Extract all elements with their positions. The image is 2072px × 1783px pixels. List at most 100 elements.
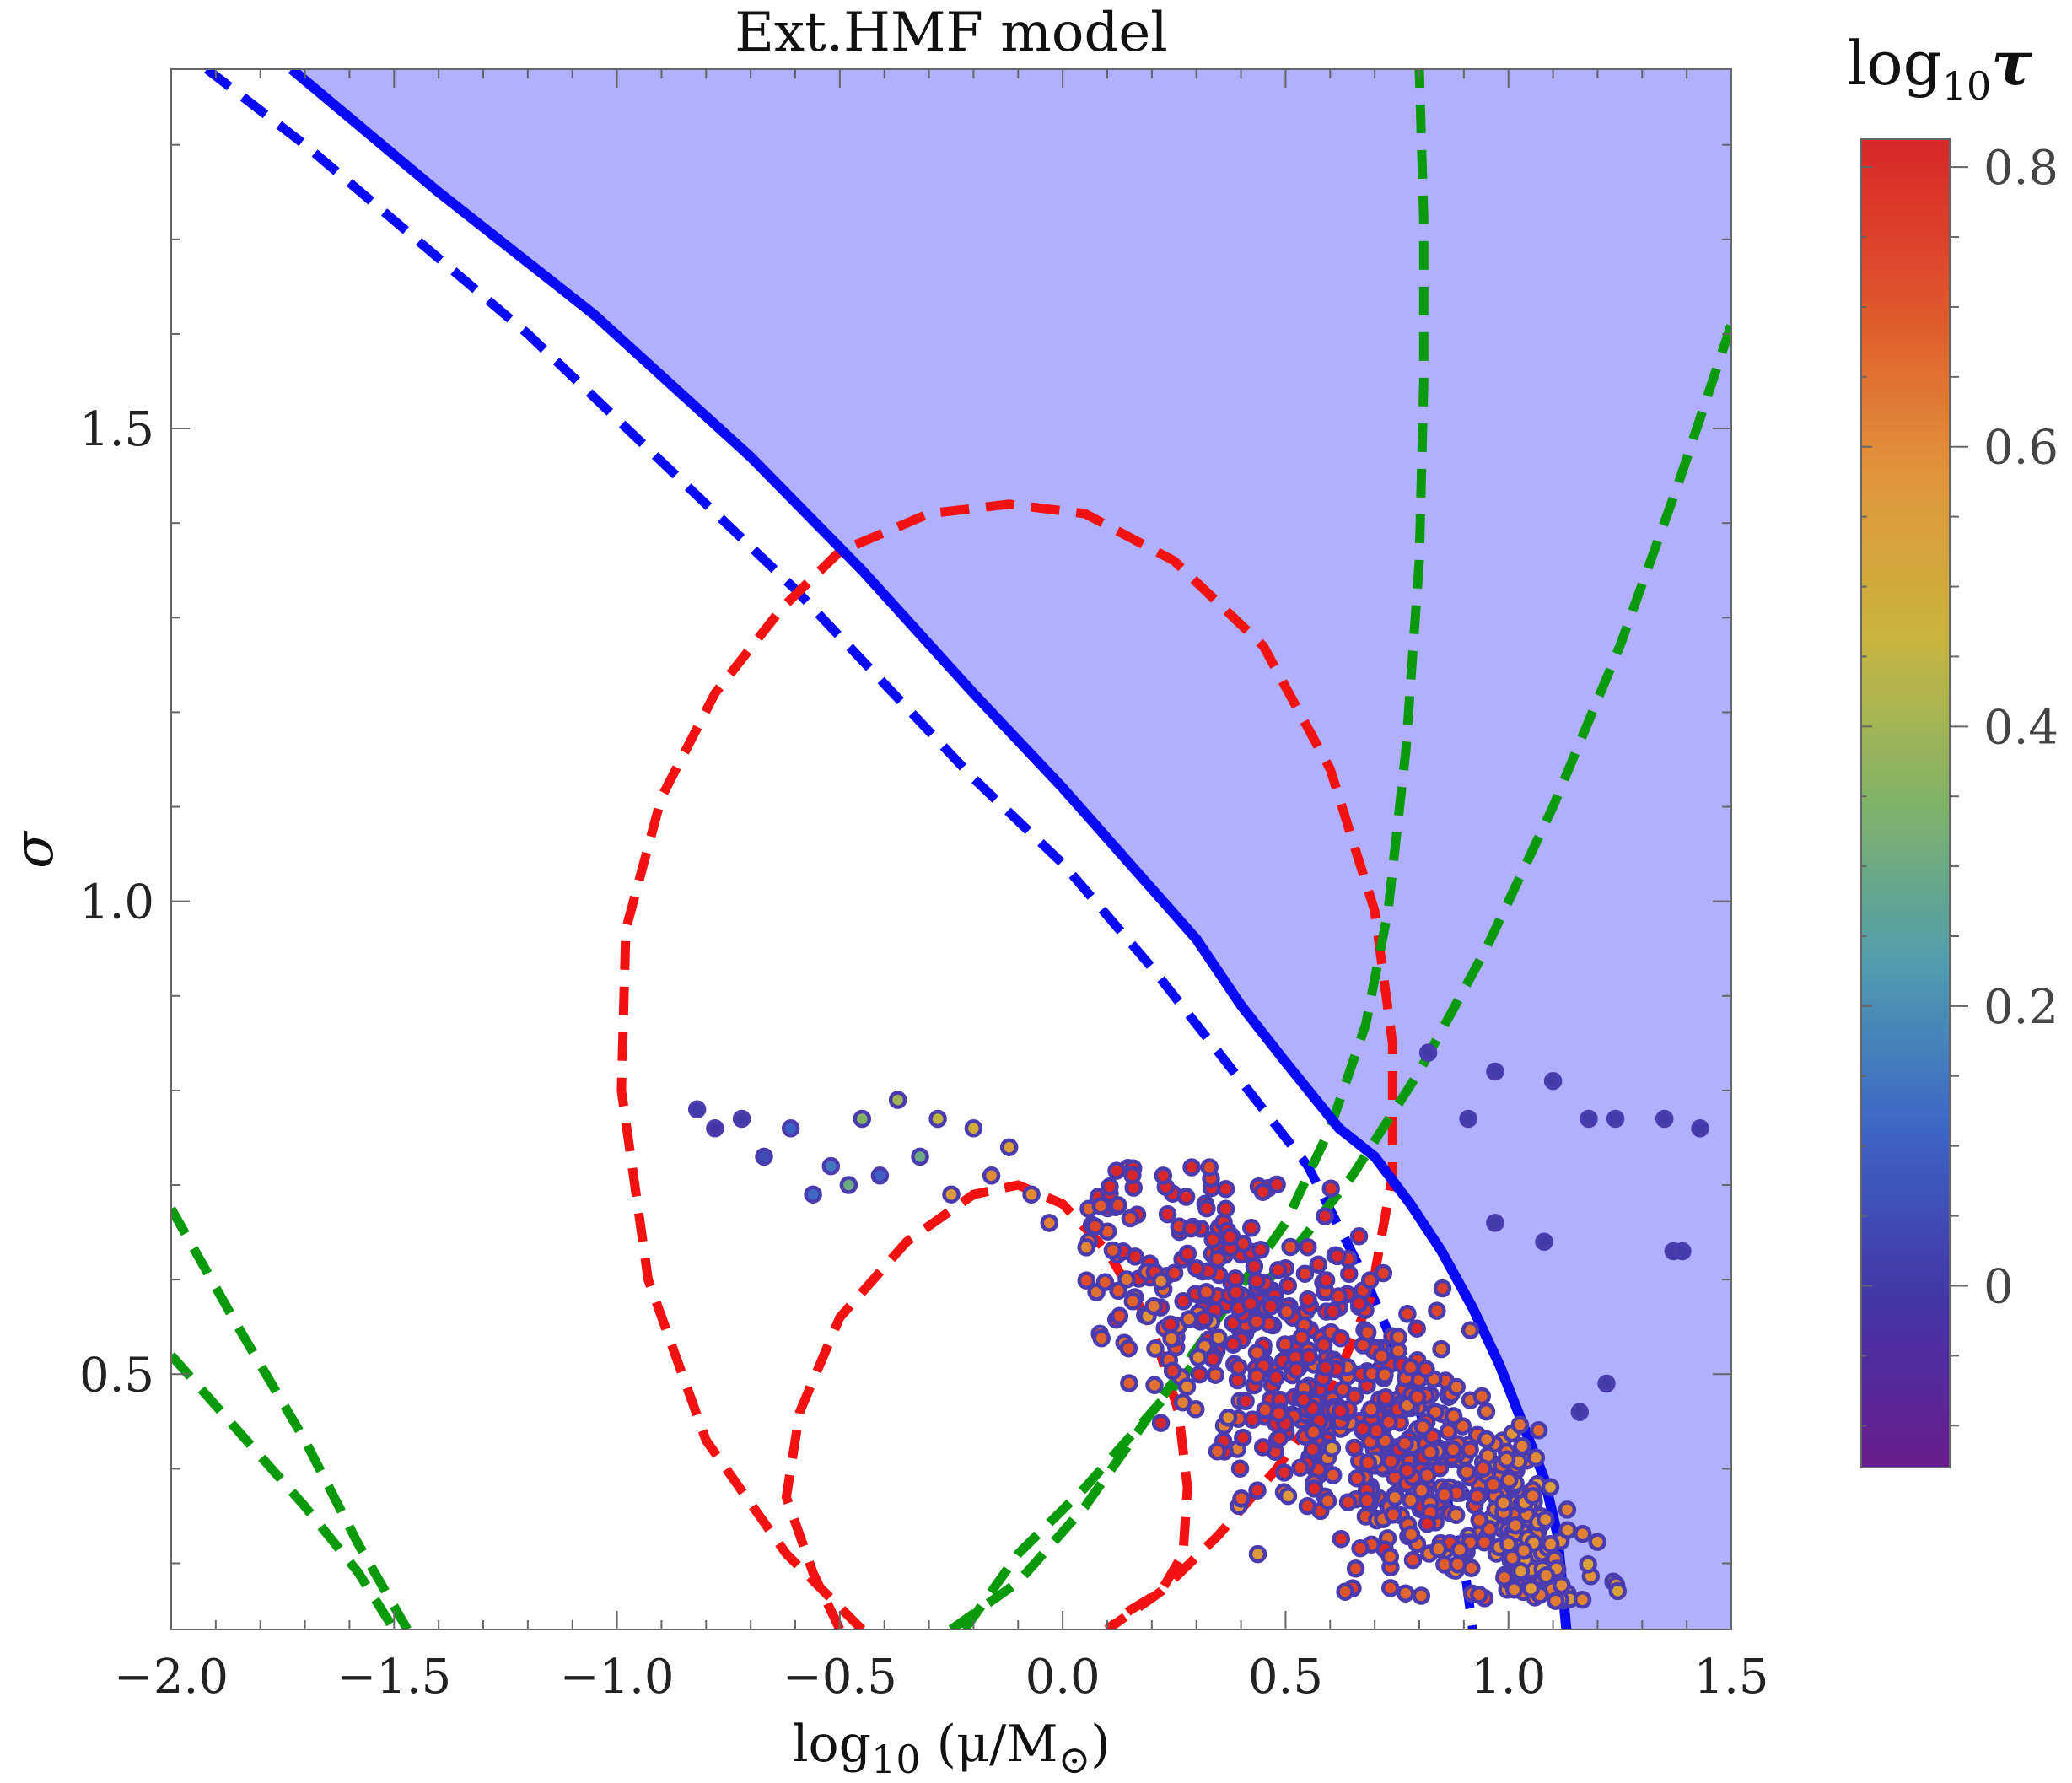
scatter-point <box>1570 1403 1590 1421</box>
scatter-point <box>1278 1276 1298 1295</box>
scatter-point <box>1340 1264 1359 1284</box>
y-tick-label: 0.5 <box>79 1348 154 1403</box>
scatter-point <box>1486 1062 1504 1081</box>
scatter-point <box>1418 1514 1437 1533</box>
scatter-point <box>1247 1272 1266 1290</box>
scatter-point <box>1421 1443 1440 1462</box>
colorbar-title: log10τ <box>1847 27 2032 109</box>
scatter-point <box>1477 1402 1496 1421</box>
scatter-point <box>982 1166 1001 1185</box>
scatter-point <box>1446 1506 1466 1524</box>
scatter-point <box>1579 1554 1597 1574</box>
scatter-point <box>1208 1249 1227 1269</box>
colorbar <box>1860 138 1951 1468</box>
y-tick-label: 1.0 <box>79 875 154 930</box>
scatter-point <box>1381 1579 1400 1597</box>
scatter-point <box>804 1185 822 1204</box>
scatter-point <box>1597 1374 1616 1393</box>
scatter-point <box>1358 1491 1376 1510</box>
colorbar-tick-label: 0.8 <box>1983 141 2059 196</box>
scatter-point <box>1553 1576 1571 1595</box>
scatter-point <box>1467 1487 1487 1506</box>
scatter-point <box>1085 1217 1105 1236</box>
scatter-point <box>1349 1227 1369 1246</box>
scatter-point <box>1396 1434 1414 1453</box>
scatter-point <box>1444 1407 1463 1425</box>
scatter-point <box>1216 1179 1235 1199</box>
scatter-point <box>1109 1281 1127 1301</box>
scatter-point <box>1181 1219 1201 1238</box>
scatter-point <box>1145 1376 1164 1395</box>
scatter-point <box>1459 1109 1477 1129</box>
scatter-point <box>1109 1196 1127 1215</box>
scatter-point <box>1298 1496 1317 1516</box>
dashed-blue <box>203 69 1477 1629</box>
scatter-point <box>706 1119 724 1138</box>
scatter-point <box>1151 1414 1171 1432</box>
scatter-point <box>1359 1453 1378 1473</box>
scatter-point <box>839 1176 858 1194</box>
x-axis-label: log10 (μ/M⊙) <box>792 1715 1110 1782</box>
scatter-point <box>1376 1388 1395 1407</box>
scatter-point <box>1278 1302 1296 1322</box>
scatter-point <box>1515 1541 1533 1560</box>
scatter-point <box>1305 1479 1324 1498</box>
scatter-point <box>1040 1214 1059 1232</box>
scatter-point <box>1506 1516 1525 1535</box>
scatter-point <box>853 1109 872 1129</box>
scatter-point <box>1197 1283 1216 1301</box>
scatter-point <box>1247 1312 1266 1331</box>
scatter-point <box>1573 1590 1592 1609</box>
scatter-point <box>1095 1273 1115 1291</box>
scatter-point <box>1323 1302 1343 1321</box>
scatter-point <box>1372 1347 1391 1366</box>
scatter-point <box>1236 1392 1255 1411</box>
scatter-point <box>1428 1301 1446 1320</box>
scatter-point <box>1457 1462 1477 1481</box>
dashed-green-left-1 <box>171 1206 412 1629</box>
scatter-point <box>1541 1534 1560 1554</box>
scatter-point <box>1499 1534 1518 1554</box>
scatter-point <box>1174 1292 1192 1311</box>
scatter-point <box>1318 1491 1337 1511</box>
scatter-point <box>781 1119 800 1138</box>
scatter-point <box>964 1119 983 1138</box>
scatter-point <box>1349 1294 1369 1313</box>
scatter-point <box>1275 1463 1294 1482</box>
scatter-point <box>1299 1290 1317 1309</box>
scatter-point <box>1398 1305 1417 1323</box>
scatter-point <box>1606 1109 1625 1129</box>
scatter-point <box>1182 1158 1201 1177</box>
scatter-point <box>1511 1562 1531 1581</box>
plot-frame <box>170 68 1732 1630</box>
scatter-point <box>1161 1315 1180 1333</box>
scatter-point <box>1448 1554 1467 1574</box>
scatter-point <box>1461 1321 1480 1339</box>
scatter-point <box>1309 1255 1327 1274</box>
axis-ticks: −2.0 −1.5 −1.0 −0.5 0.0 0.5 1.0 1.5 0.5 1.0 1.5 <box>79 69 1769 1705</box>
x-tick-label: 0.5 <box>1248 1650 1323 1705</box>
scatter-point <box>1402 1491 1420 1510</box>
scatter-point <box>732 1109 751 1129</box>
scatter-point <box>1354 1419 1372 1438</box>
scatter-point <box>1242 1219 1261 1237</box>
scatter-point <box>1346 1559 1365 1578</box>
scatter-point <box>1403 1550 1423 1570</box>
scatter-point <box>1077 1238 1095 1257</box>
scatter-point <box>1412 1481 1431 1500</box>
scatter-point <box>1386 1488 1404 1507</box>
scatter-point <box>1162 1329 1181 1348</box>
scatter-point <box>1401 1358 1420 1377</box>
scatter-point <box>1521 1579 1541 1598</box>
scatter-point <box>870 1166 890 1185</box>
scatter-point <box>1247 1343 1267 1362</box>
scatter-point <box>1178 1244 1197 1263</box>
scatter-point <box>1328 1247 1347 1266</box>
solid-blue-boundary <box>288 69 1572 1629</box>
scatter-point <box>1294 1390 1313 1409</box>
scatter-point <box>1176 1188 1196 1206</box>
colorbar-tick-label: 0 <box>1983 1259 2014 1314</box>
scatter-point <box>1375 1366 1394 1384</box>
scatter-point <box>1220 1227 1240 1247</box>
